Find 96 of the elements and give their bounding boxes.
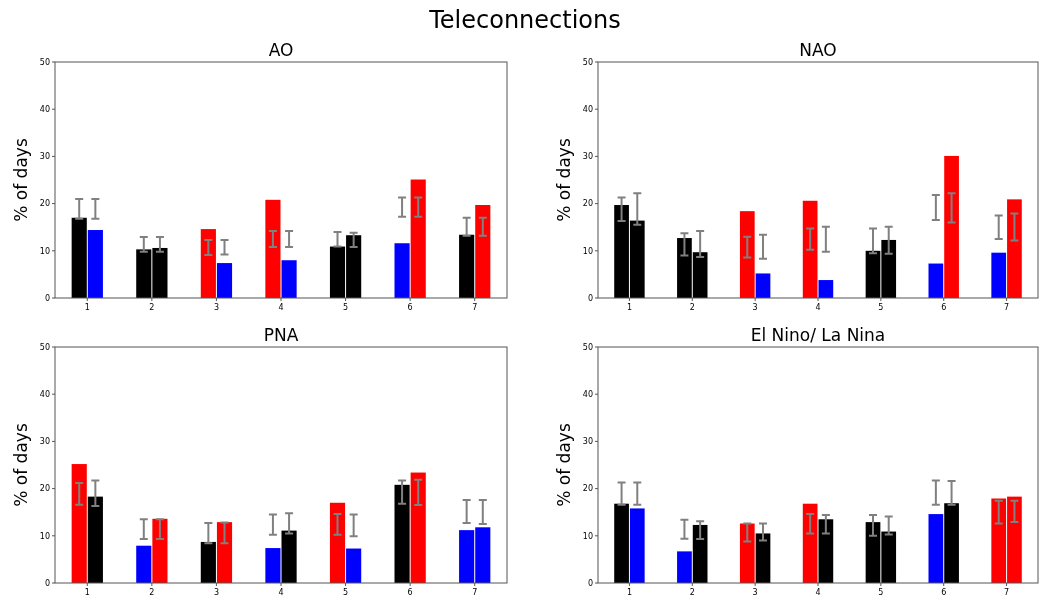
bar [459,234,475,298]
bar [755,273,771,298]
y-tick-label: 30 [39,152,50,162]
y-tick-label: 20 [582,199,593,209]
bar [944,155,959,298]
bar [216,522,233,583]
bar [410,179,426,298]
bar [818,519,834,583]
y-tick-label: 10 [39,246,50,256]
y-tick-label: 50 [582,57,593,67]
bar [152,518,168,583]
y-tick-label: 20 [39,484,50,494]
y-tick-label: 0 [44,293,50,303]
bar [200,541,216,583]
x-tick-label: 4 [278,588,284,597]
bar [87,230,103,298]
y-tick-label: 10 [39,531,50,541]
x-tick-label: 3 [752,303,758,312]
y-tick-label: 30 [582,437,593,447]
bar [739,523,755,583]
bar [802,200,818,298]
bar [216,263,233,298]
y-tick-label: 30 [39,437,50,447]
text: Teleconnections [428,6,621,34]
x-tick-label: 7 [472,588,478,597]
x-tick-label: 2 [149,588,155,597]
x-tick-label: 5 [878,588,884,597]
y-tick-label: 0 [587,578,593,588]
chart-title: AO [268,40,294,60]
y-tick-label: 40 [39,390,50,399]
chart-title: PNA [263,325,299,345]
x-tick-label: 1 [626,588,632,597]
x-tick-label: 2 [149,303,155,312]
bar [629,508,645,583]
bar [410,472,426,583]
y-tick-label: 50 [39,57,50,67]
x-tick-label: 6 [941,588,947,597]
x-tick-label: 6 [407,303,413,312]
y-tick-label: 50 [39,342,50,352]
y-axis-title: % of days [11,138,31,222]
x-tick-label: 4 [278,303,284,312]
bar [755,533,771,583]
y-tick-label: 40 [582,105,593,114]
x-tick-label: 7 [1004,588,1010,597]
y-tick-label: 10 [582,531,593,541]
y-tick-label: 40 [582,390,593,399]
x-tick-label: 6 [941,303,947,312]
bar [87,496,103,583]
x-tick-label: 4 [815,303,821,312]
x-tick-label: 1 [626,303,632,312]
bar [136,545,152,583]
bar [928,263,944,298]
x-tick-label: 4 [815,588,821,597]
bar [818,280,834,298]
chart-title: NAO [799,40,837,60]
y-axis-title: % of days [554,423,574,507]
x-tick-label: 3 [213,588,219,597]
x-tick-label: 5 [343,303,349,312]
bar [928,514,944,583]
y-tick-label: 10 [582,246,593,256]
y-tick-label: 0 [44,578,50,588]
x-tick-label: 7 [472,303,478,312]
y-tick-label: 30 [582,152,593,162]
y-tick-label: 40 [39,105,50,114]
x-tick-label: 6 [407,588,413,597]
bar [265,548,281,583]
bar [944,503,959,583]
x-tick-label: 2 [689,303,695,312]
x-tick-label: 5 [343,588,349,597]
y-axis-title: % of days [554,138,574,222]
y-tick-label: 20 [582,484,593,494]
x-tick-label: 3 [752,588,758,597]
x-tick-label: 5 [878,303,884,312]
x-tick-label: 3 [213,303,219,312]
bar [71,217,87,298]
bar [281,260,297,298]
y-tick-label: 50 [582,342,593,352]
bar [394,484,410,583]
bar [1007,199,1022,298]
bar [802,503,818,583]
bar [677,551,692,583]
bar [991,252,1007,298]
bar [200,229,216,298]
y-tick-label: 20 [39,199,50,209]
y-axis-title: % of days [11,423,31,507]
bar [739,211,755,298]
chart-title: El Nino/ La Nina [750,325,886,345]
bar [692,524,708,583]
x-tick-label: 2 [689,588,695,597]
x-tick-label: 1 [84,588,90,597]
bar [281,530,297,583]
x-tick-label: 1 [84,303,90,312]
bar [475,205,491,298]
x-tick-label: 7 [1004,303,1010,312]
y-tick-label: 0 [587,293,593,303]
bar [265,199,281,298]
